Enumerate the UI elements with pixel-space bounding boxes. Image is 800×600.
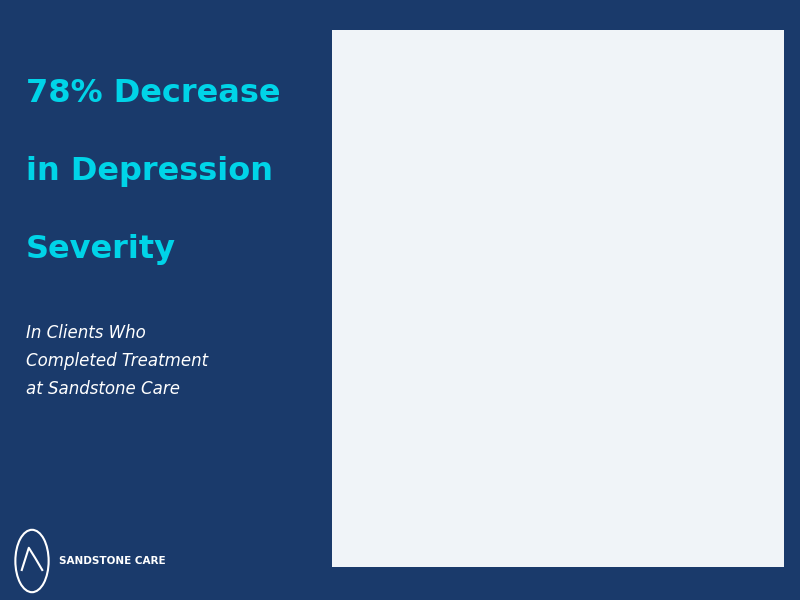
Text: in Depression: in Depression [26,156,273,187]
Text: 9%: 9% [637,420,668,439]
Text: Severity: Severity [26,234,176,265]
Text: 78% Decrease: 78% Decrease [26,78,280,109]
Text: 78% Decrease: 78% Decrease [510,300,622,387]
Bar [614,445,690,495]
FancyArrowPatch shape [523,267,608,430]
Text: SANDSTONE CARE: SANDSTONE CARE [59,556,166,566]
FancyBboxPatch shape [332,30,784,567]
Text: 41%: 41% [450,240,494,259]
Text: PATIENTS WITH MODERATE TO
SEVERE DEPRESSION SYMPTOMS: PATIENTS WITH MODERATE TO SEVERE DEPRESS… [391,100,725,143]
Bar [434,265,510,495]
Text: In Clients Who
Completed Treatment
at Sandstone Care: In Clients Who Completed Treatment at Sa… [26,324,208,398]
